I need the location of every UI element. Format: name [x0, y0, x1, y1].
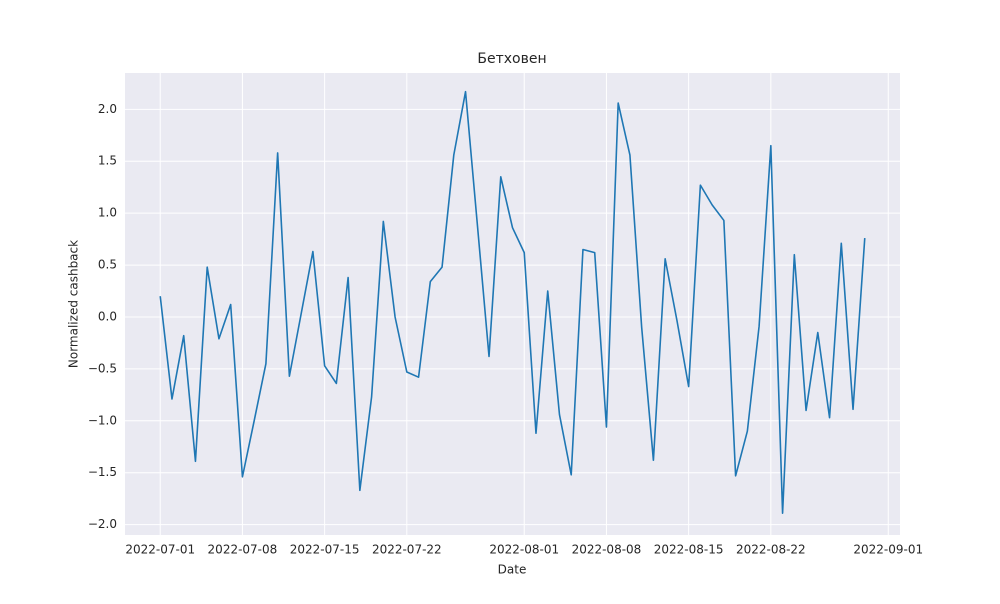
x-axis-label: Date [498, 563, 527, 577]
data-line [159, 90, 866, 514]
y-axis-label: Normalized cashback [67, 240, 81, 368]
x-tick-label: 2022-08-22 [736, 543, 806, 557]
y-tick-label: −2.0 [88, 517, 117, 531]
x-tick-label: 2022-08-15 [654, 543, 724, 557]
y-tick-label: 1.0 [98, 206, 117, 220]
y-tick-label: 0.5 [98, 258, 117, 272]
y-tick-label: −1.0 [88, 413, 117, 427]
x-tick-label: 2022-07-08 [208, 543, 278, 557]
x-tick-label: 2022-08-08 [572, 543, 642, 557]
x-tick-label: 2022-07-01 [125, 543, 195, 557]
y-tick-label: 1.5 [98, 154, 117, 168]
x-tick-label: 2022-07-15 [290, 543, 360, 557]
chart-title: Бетховен [477, 51, 546, 67]
x-tick-label: 2022-09-01 [853, 543, 923, 557]
y-tick-label: −1.5 [88, 465, 117, 479]
y-tick-label: 2.0 [98, 102, 117, 116]
x-tick-label: 2022-08-01 [489, 543, 559, 557]
y-tick-label: 0.0 [98, 309, 117, 323]
x-tick-label: 2022-07-22 [372, 543, 442, 557]
y-tick-label: −0.5 [88, 361, 117, 375]
